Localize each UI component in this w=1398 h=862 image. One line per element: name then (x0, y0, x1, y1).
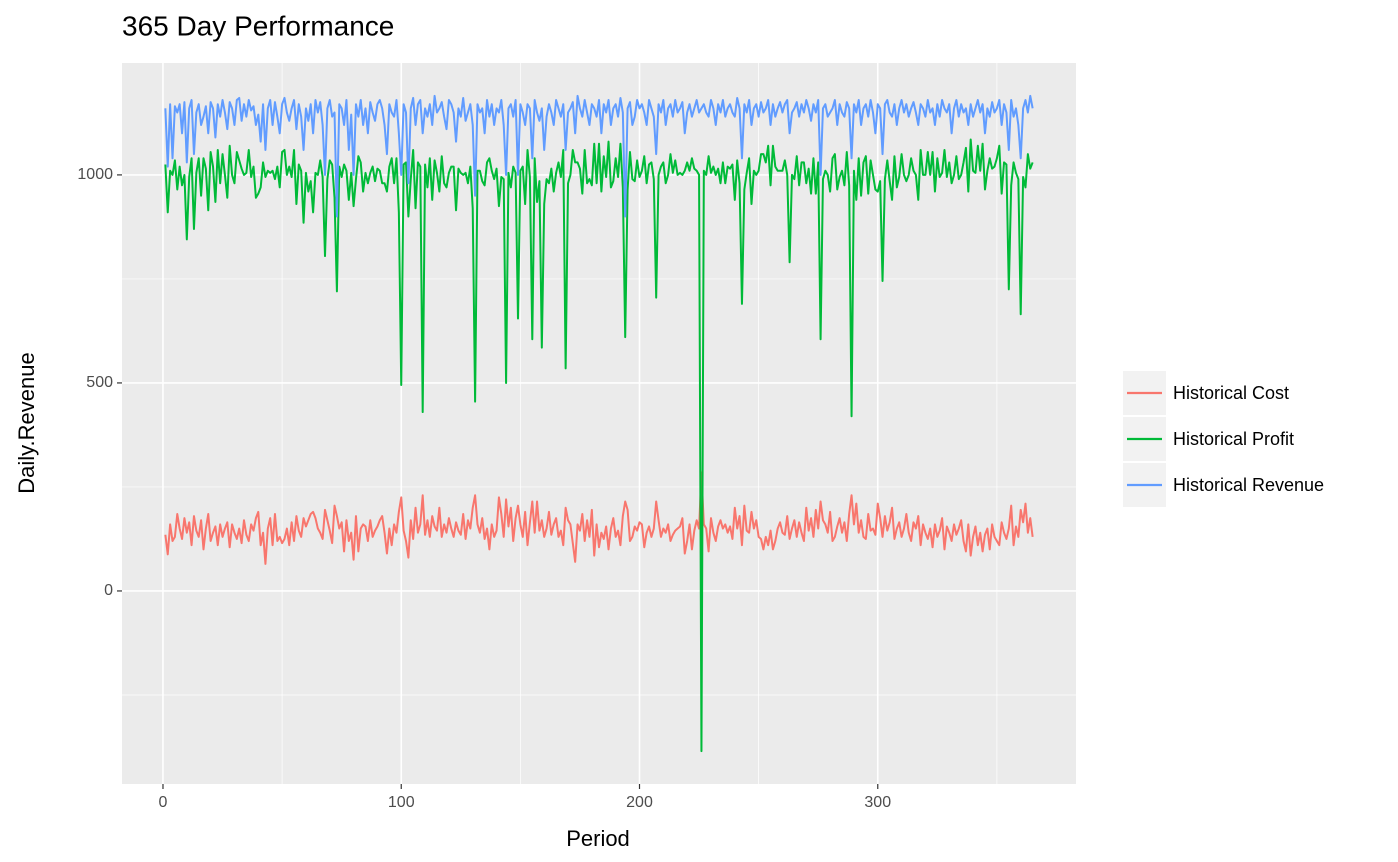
x-tick-label: 200 (626, 794, 653, 811)
y-axis-title: Daily.Revenue (14, 352, 39, 493)
x-tick-label: 100 (388, 794, 415, 811)
legend-label: Historical Revenue (1173, 475, 1324, 495)
y-tick-label: 1000 (77, 166, 113, 183)
x-tick-label: 0 (159, 794, 168, 811)
chart-title: 365 Day Performance (122, 10, 394, 41)
legend-label: Historical Profit (1173, 429, 1294, 449)
series-line (164, 94, 1034, 218)
x-axis-title: Period (566, 826, 630, 851)
x-tick-label: 300 (864, 794, 891, 811)
series-line (164, 471, 1034, 565)
series-line (164, 138, 1034, 753)
y-tick-label: 0 (104, 582, 113, 599)
legend-label: Historical Cost (1173, 383, 1289, 403)
y-tick-label: 500 (86, 374, 113, 391)
